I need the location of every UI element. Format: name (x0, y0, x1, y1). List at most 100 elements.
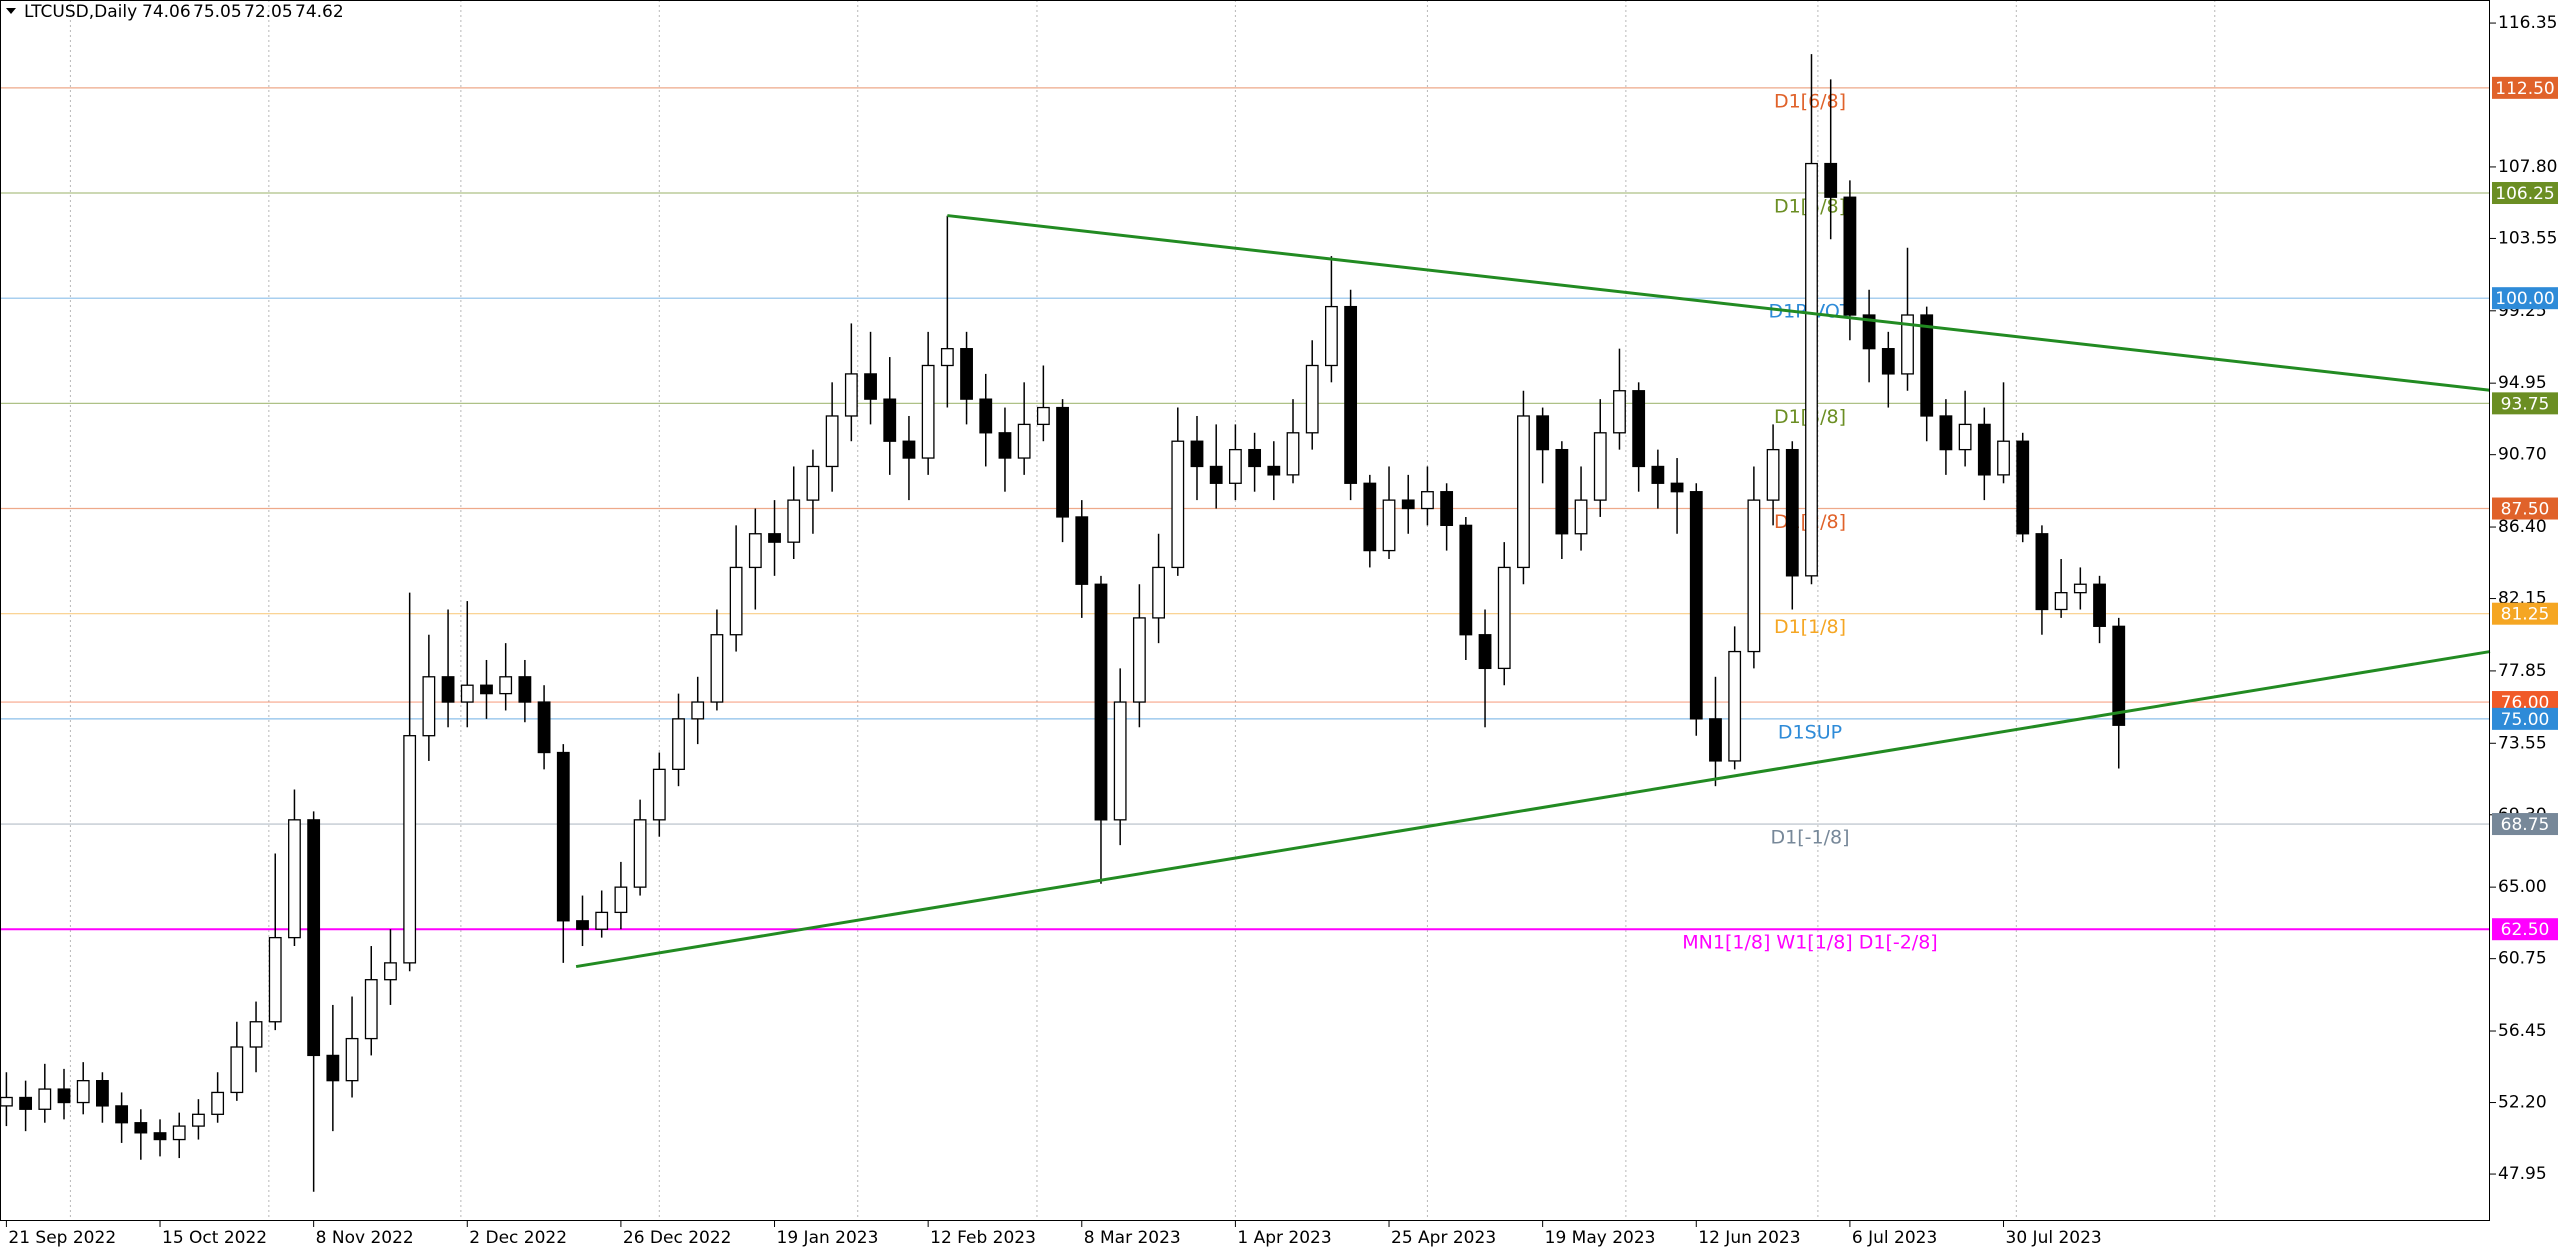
candle-body (230, 1046, 244, 1094)
price-tag-label: 112.50 (2495, 79, 2554, 99)
candle-body (1613, 390, 1626, 434)
candle-body (0, 1096, 13, 1107)
candle-body (633, 819, 647, 888)
price-tag-label: 106.25 (2495, 184, 2554, 204)
candle-body (1459, 524, 1473, 636)
candle-body (326, 1054, 340, 1082)
candle-body (672, 718, 685, 771)
y-tick-label: 107.80 (2498, 157, 2557, 177)
candle-body (1132, 617, 1146, 703)
candle-body (1094, 583, 1108, 821)
x-tick-label: 12 Jun 2023 (1698, 1228, 1800, 1248)
candle-body (1401, 499, 1415, 510)
price-tag-label: 100.00 (2495, 289, 2554, 309)
y-tick-label: 77.85 (2498, 661, 2547, 681)
y-tick-label: 103.55 (2498, 228, 2557, 248)
candle-body (172, 1125, 186, 1141)
price-tag-label: 75.00 (2501, 710, 2550, 730)
candle-body (1709, 718, 1722, 762)
level-label: D1SUP (1778, 721, 1842, 743)
price-tag-label: 87.50 (2501, 500, 2550, 520)
candle-body (825, 415, 839, 468)
y-tick-label: 90.70 (2498, 445, 2547, 465)
candle-body (1478, 634, 1492, 670)
symbol: LTCUSD,Daily (24, 2, 137, 22)
candle-body (537, 701, 551, 754)
x-tick-label: 19 May 2023 (1545, 1228, 1656, 1248)
candle-body (1632, 390, 1646, 468)
candle-body (998, 432, 1012, 459)
candle-body (729, 566, 743, 636)
price-tag-label: 68.75 (2501, 815, 2550, 835)
candle-body (864, 373, 877, 400)
candle-body (883, 398, 897, 442)
candle-body (1939, 415, 1953, 451)
candle-body (1497, 566, 1511, 670)
x-tick-label: 1 Apr 2023 (1237, 1228, 1331, 1248)
ohlc-close: 74.62 (295, 2, 344, 22)
price-tag (2492, 76, 2558, 99)
candle-body (921, 364, 935, 459)
x-tick-label: 8 Nov 2022 (316, 1228, 414, 1248)
level-label: D1[1/8] (1774, 616, 1846, 638)
candle-body (460, 684, 474, 703)
trendline (575, 650, 2491, 969)
candle-body (2112, 625, 2126, 726)
plot-layer: D1[6/8]D1[5/8]D1PIVOTD1[3/8]D1[2/8]D1[1/… (0, 0, 2491, 1221)
trendline (947, 214, 2491, 392)
candle-body (1920, 314, 1934, 417)
candle-body (2016, 440, 2030, 535)
candle-body (518, 676, 532, 703)
candle-body (38, 1088, 52, 1110)
candle-body (806, 465, 820, 501)
candle-body (1766, 448, 1780, 501)
y-tick-label: 116.35 (2498, 13, 2557, 33)
y-tick-label: 56.45 (2498, 1021, 2547, 1041)
candle-body (1901, 314, 1914, 375)
candle-body (979, 398, 993, 434)
ohlc-high: 75.05 (193, 2, 242, 22)
candle-body (1977, 423, 1991, 476)
candle-body (384, 962, 397, 981)
candle-body (1651, 465, 1665, 484)
level-label: D1[6/8] (1774, 90, 1846, 112)
candle-body (768, 533, 781, 543)
candle-body (1248, 448, 1262, 468)
price-tag (2492, 691, 2558, 714)
candle-body (441, 676, 455, 703)
candle-body (576, 920, 589, 930)
candle-body (1862, 314, 1876, 350)
candle-body (691, 701, 705, 720)
candle-body (844, 373, 858, 417)
candle-body (249, 1021, 263, 1048)
candle-body (748, 533, 762, 569)
price-tag-label: 81.25 (2501, 605, 2550, 625)
candle-body (2035, 533, 2049, 611)
price-tag (2492, 182, 2558, 205)
candle-body (1171, 440, 1185, 569)
x-tick-label: 26 Dec 2022 (623, 1228, 732, 1248)
candle-body (1881, 348, 1895, 375)
candle-body (1824, 162, 1838, 198)
candle-body (96, 1080, 109, 1107)
candle-body (1728, 650, 1742, 762)
candle-body (1517, 415, 1530, 569)
menu-triangle[interactable] (6, 8, 16, 14)
candle-body (1209, 465, 1223, 484)
candle-body (57, 1088, 71, 1104)
candle-body (1421, 491, 1434, 510)
x-tick-label: 2 Dec 2022 (469, 1228, 567, 1248)
candle-body (1958, 423, 1972, 451)
candle-body (1344, 305, 1358, 484)
candle-body (1036, 406, 1050, 426)
candle-body (1593, 432, 1607, 501)
price-tag (2492, 602, 2558, 625)
ohlc-open: 74.06 (142, 2, 191, 22)
candle-body (268, 936, 282, 1023)
candle-body (1190, 440, 1204, 468)
x-tick-label: 19 Jan 2023 (777, 1228, 879, 1248)
price-tag-label: 62.50 (2501, 920, 2550, 940)
